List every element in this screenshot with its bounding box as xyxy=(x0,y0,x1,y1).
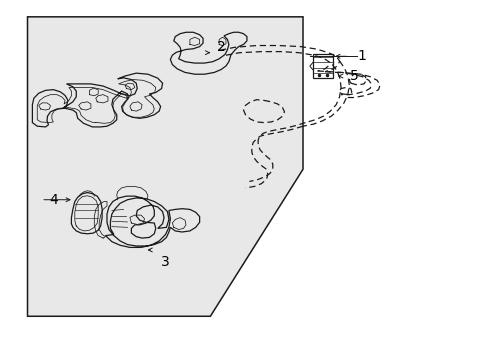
Text: 2: 2 xyxy=(216,40,225,54)
Text: 3: 3 xyxy=(161,256,169,270)
Text: 4: 4 xyxy=(49,193,58,207)
Polygon shape xyxy=(27,17,303,316)
Text: 1: 1 xyxy=(356,49,365,63)
Polygon shape xyxy=(312,54,332,78)
Text: 5: 5 xyxy=(349,69,358,83)
